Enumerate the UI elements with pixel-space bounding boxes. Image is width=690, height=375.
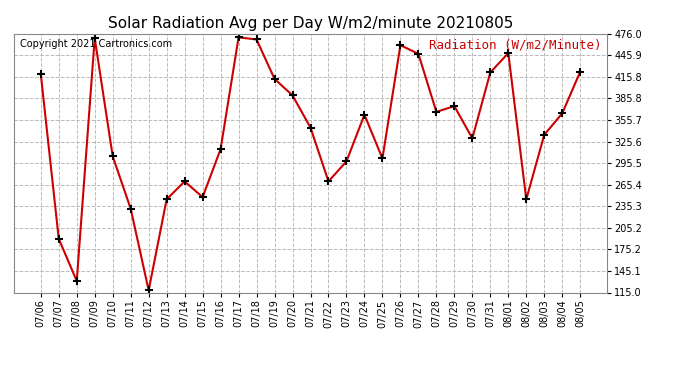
Title: Solar Radiation Avg per Day W/m2/minute 20210805: Solar Radiation Avg per Day W/m2/minute … — [108, 16, 513, 31]
Text: Copyright 2021 Cartronics.com: Copyright 2021 Cartronics.com — [20, 39, 172, 49]
Text: Radiation (W/m2/Minute): Radiation (W/m2/Minute) — [428, 39, 601, 52]
